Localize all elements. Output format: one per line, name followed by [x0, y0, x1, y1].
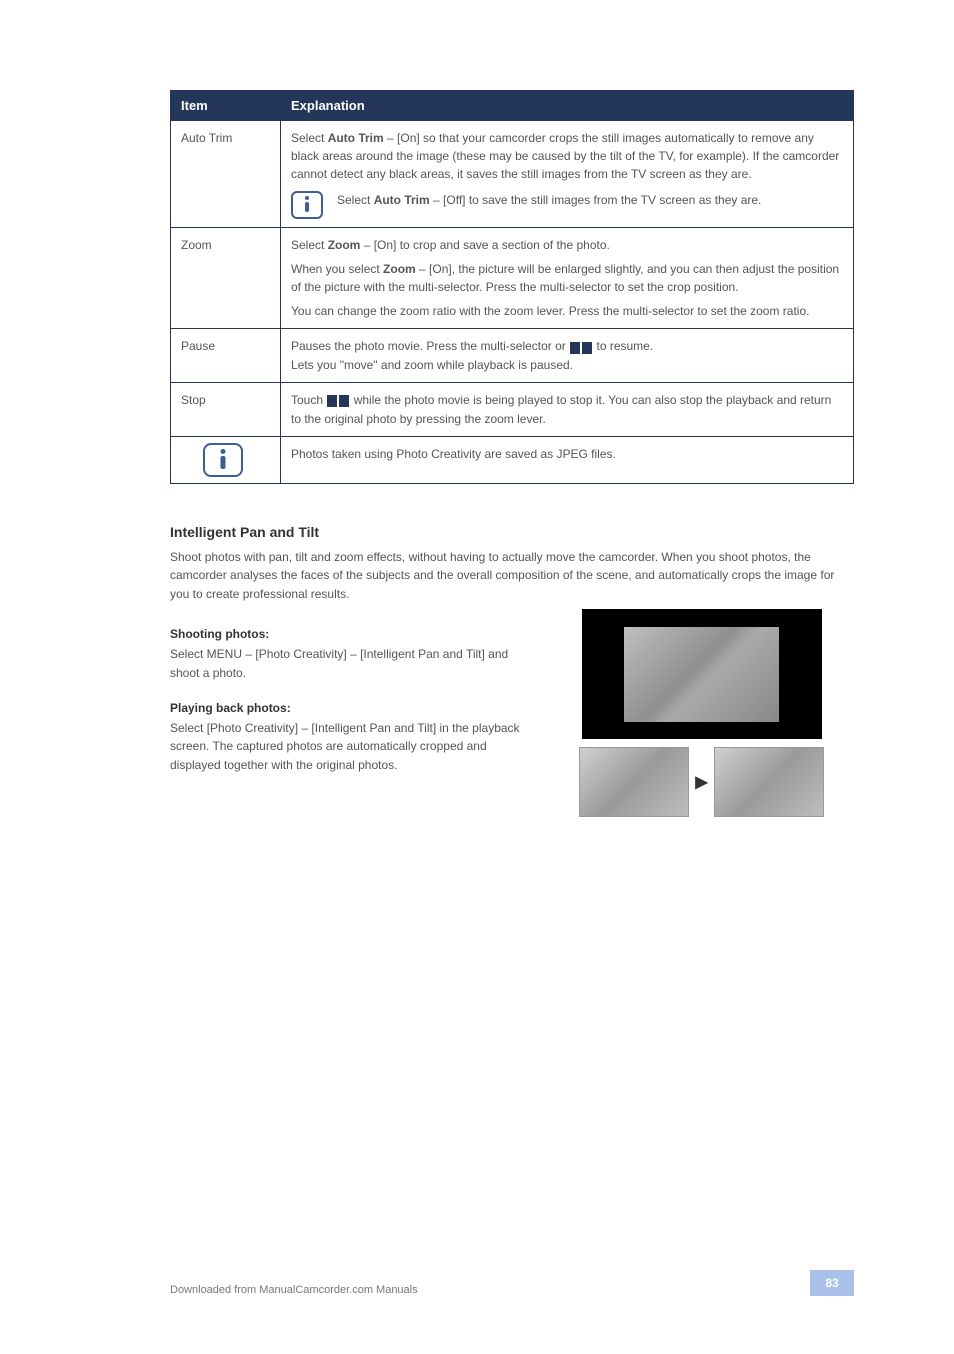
body-text: Select MENU – [Photo Creativity] – [Inte…: [170, 645, 531, 682]
section-title: Intelligent Pan and Tilt: [170, 524, 854, 540]
note-text: Photos taken using Photo Creativity are …: [281, 436, 854, 483]
note-text: Select Auto Trim – [Off] to save the sti…: [337, 191, 761, 209]
table-row: Pause Pauses the photo movie. Press the …: [171, 329, 854, 383]
row-explanation: Pauses the photo movie. Press the multi-…: [281, 329, 854, 383]
info-icon: [203, 443, 243, 477]
subhead-shooting: Shooting photos:: [170, 627, 531, 641]
row-explanation: Select Zoom – [On] to crop and save a se…: [281, 228, 854, 329]
table-row: Zoom Select Zoom – [On] to crop and save…: [171, 228, 854, 329]
page-footer: Downloaded from ManualCamcorder.com Manu…: [170, 1270, 854, 1296]
figure-image: [624, 627, 779, 722]
pause-icon: [569, 338, 593, 356]
table-header-item: Item: [171, 91, 281, 121]
text: Select: [291, 131, 328, 145]
table-header-explanation: Explanation: [281, 91, 854, 121]
row-label: Zoom: [171, 228, 281, 329]
row-explanation: Touch while the photo movie is being pla…: [281, 382, 854, 436]
section-intro: Shoot photos with pan, tilt and zoom eff…: [170, 548, 854, 604]
info-icon: [291, 191, 323, 219]
figure-thumb-before: [579, 747, 689, 817]
table-row: Auto Trim Select Auto Trim – [On] so tha…: [171, 121, 854, 228]
table-note-row: Photos taken using Photo Creativity are …: [171, 436, 854, 483]
figure-thumb-after: [714, 747, 824, 817]
table-row: Stop Touch while the photo movie is bein…: [171, 382, 854, 436]
feature-table: Item Explanation Auto Trim Select Auto T…: [170, 90, 854, 484]
figure-pair: ▶: [549, 747, 854, 817]
page-number: 83: [810, 1270, 854, 1296]
subhead-playback: Playing back photos:: [170, 701, 531, 715]
row-label: Auto Trim: [171, 121, 281, 228]
footer-text: Downloaded from ManualCamcorder.com Manu…: [170, 1284, 418, 1296]
row-label: Stop: [171, 382, 281, 436]
text-bold: Auto Trim: [328, 131, 384, 145]
figure-letterbox: [582, 609, 822, 739]
row-label: Pause: [171, 329, 281, 383]
body-text: Select [Photo Creativity] – [Intelligent…: [170, 719, 531, 775]
arrow-right-icon: ▶: [695, 772, 707, 792]
row-explanation: Select Auto Trim – [On] so that your cam…: [281, 121, 854, 228]
note-icon-cell: [171, 436, 281, 483]
stop-icon: [326, 392, 350, 410]
